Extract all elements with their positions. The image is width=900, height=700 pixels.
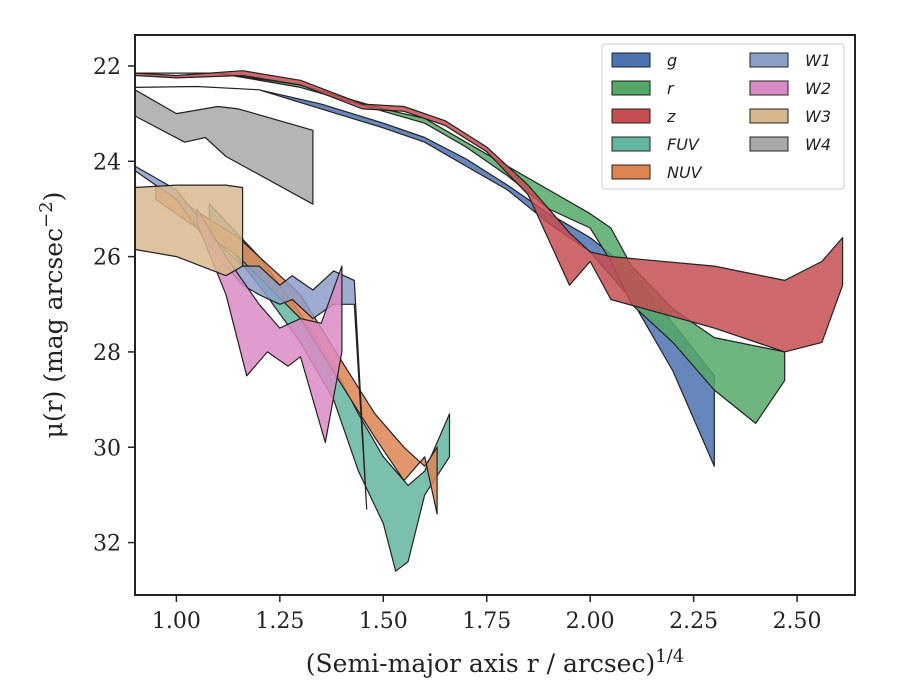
legend: grz FUV NUV W1 W2 W3 W4 — [601, 43, 845, 190]
series-band-w4 — [134, 89, 314, 205]
legend-swatch-fuv — [611, 136, 651, 152]
y-tick-label: 22 — [93, 55, 121, 80]
legend-label-w3: W3 — [805, 107, 831, 126]
legend-label-z: z — [666, 107, 676, 126]
x-tick-label: 2.50 — [773, 609, 822, 634]
series-band-r — [134, 72, 786, 424]
legend-swatch-g — [611, 52, 651, 68]
x-tick-label: 1.75 — [462, 609, 511, 634]
legend-swatch-w1 — [749, 52, 789, 68]
legend-label-w2: W2 — [805, 79, 831, 98]
y-tick-label: 28 — [93, 341, 121, 366]
series-band-w3 — [134, 184, 244, 277]
series-band-g — [134, 85, 715, 467]
y-tick-label: 24 — [93, 150, 121, 175]
x-tick-label: 1.00 — [152, 609, 201, 634]
legend-label-w1: W1 — [805, 51, 831, 70]
legend-swatch-w3 — [749, 108, 789, 124]
legend-swatch-w2 — [749, 80, 789, 96]
legend-label-w4: W4 — [805, 135, 831, 154]
legend-label-nuv: NUV — [667, 163, 703, 182]
y-tick-label: 32 — [93, 532, 121, 557]
x-tick-label: 1.25 — [255, 609, 304, 634]
legend-swatch-r — [611, 80, 651, 96]
legend-label-g: g — [667, 51, 677, 70]
x-axis-label: (Semi-major axis r / arcsec)1/4 — [306, 646, 684, 678]
legend-label-r: r — [667, 79, 675, 98]
x-axis: 1.00 1.25 1.50 1.75 2.00 2.25 2.50 — [152, 595, 822, 634]
series-band-z — [134, 70, 844, 353]
legend-swatch-z — [611, 108, 651, 124]
x-tick-label: 2.00 — [566, 609, 615, 634]
y-axis: 22 24 26 28 30 32 — [93, 55, 135, 557]
x-tick-label: 1.50 — [359, 609, 408, 634]
legend-label-fuv: FUV — [667, 135, 700, 154]
x-tick-label: 2.25 — [669, 609, 718, 634]
legend-swatch-w4 — [749, 136, 789, 152]
y-tick-label: 30 — [93, 436, 121, 461]
legend-box — [601, 43, 845, 190]
y-tick-label: 26 — [93, 246, 121, 271]
legend-swatch-nuv — [611, 164, 651, 180]
plot-frame — [134, 34, 856, 596]
y-axis-label: μ(r) (mag arcsec−2) — [36, 192, 68, 439]
series-layer — [134, 70, 844, 572]
